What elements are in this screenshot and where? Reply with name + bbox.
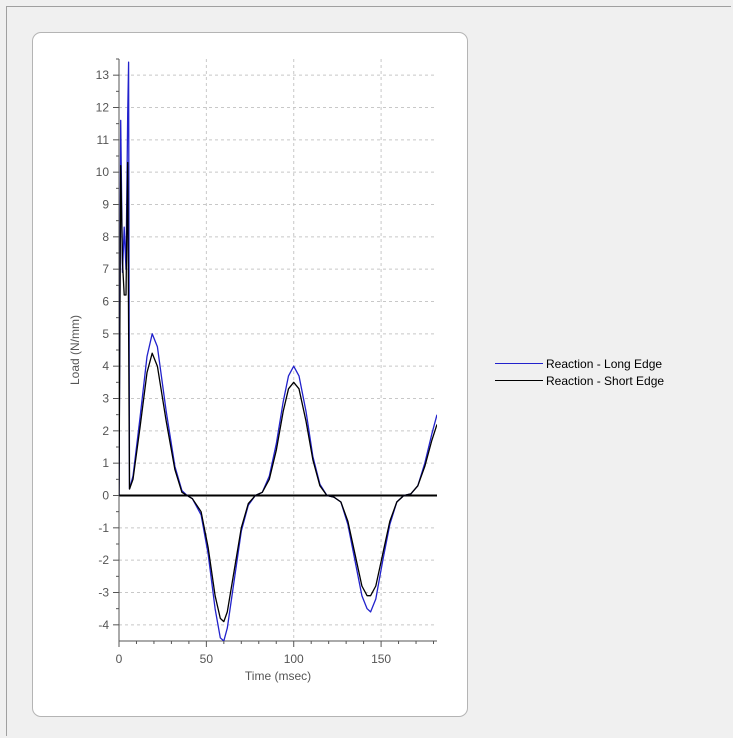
x-tick-label: 50 [200, 652, 214, 666]
x-tick-label: 100 [284, 652, 304, 666]
y-tick-label: -4 [98, 618, 109, 632]
legend-swatch-long-edge [495, 363, 543, 364]
y-tick-label: 13 [96, 68, 110, 82]
y-tick-label: 4 [102, 359, 109, 373]
y-tick-label: 11 [97, 133, 110, 147]
legend-label-short-edge: Reaction - Short Edge [546, 373, 665, 388]
y-tick-label: 7 [102, 262, 109, 276]
y-tick-label: -3 [98, 586, 109, 600]
x-tick-label: 0 [116, 652, 123, 666]
y-tick-label: 9 [102, 198, 109, 212]
y-tick-label: 2 [102, 424, 109, 438]
legend-item-short-edge: Reaction - Short Edge [495, 372, 664, 389]
y-axis-label: Load (N/mm) [68, 315, 82, 385]
chart-panel: -4 -3 -2 -1 0 1 2 3 4 5 6 7 8 9 10 11 12 13 0 50 100 150 Time … [32, 32, 468, 717]
legend: Reaction - Long Edge Reaction - Short Ed… [495, 355, 664, 389]
legend-item-long-edge: Reaction - Long Edge [495, 355, 664, 372]
y-tick-label: 1 [102, 456, 109, 470]
series-line-1 [119, 161, 437, 623]
legend-swatch-short-edge [495, 380, 543, 381]
y-tick-label: 8 [102, 230, 109, 244]
y-tick-label: 3 [102, 392, 109, 406]
legend-label-long-edge: Reaction - Long Edge [546, 356, 663, 371]
y-tick-label: 0 [102, 489, 109, 503]
window-frame [6, 6, 731, 736]
y-tick-label: 6 [102, 295, 109, 309]
y-tick-label: 12 [96, 101, 110, 115]
y-tick-label: -2 [98, 553, 109, 567]
y-tick-label: 10 [96, 165, 110, 179]
series-line-0 [119, 61, 437, 641]
y-tick-label: -1 [98, 521, 109, 535]
x-axis-label: Time (msec) [245, 669, 311, 683]
y-tick-label: 5 [102, 327, 109, 341]
x-tick-label: 150 [371, 652, 391, 666]
